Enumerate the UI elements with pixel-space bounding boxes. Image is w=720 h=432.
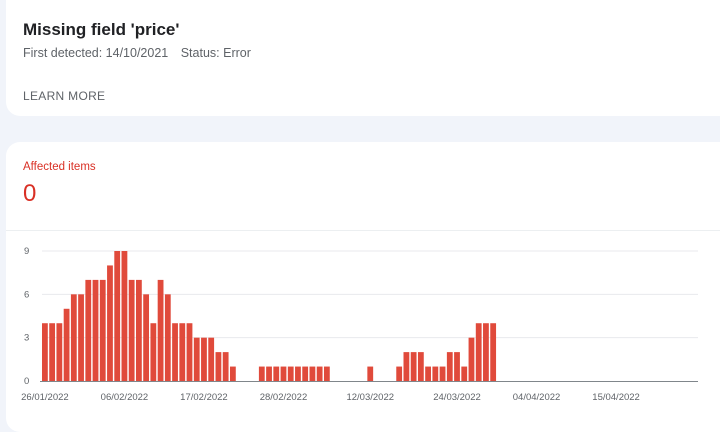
bar-18/02/2022[interactable] (208, 337, 215, 381)
issue-card: Missing field 'price' First detected: 14… (6, 0, 720, 116)
bar-22/03/2022[interactable] (439, 366, 446, 381)
bar-24/03/2022[interactable] (454, 352, 460, 381)
issue-title: Missing field 'price' (23, 20, 180, 39)
x-tick-label: 28/02/2022 (260, 392, 308, 403)
bar-06/03/2022[interactable] (323, 366, 330, 381)
bar-27/03/2022[interactable] (475, 323, 482, 381)
bar-01/02/2022[interactable] (85, 279, 92, 381)
affected-items-label: Affected items (23, 161, 96, 173)
status-text: Status: Error (180, 46, 251, 60)
bar-28/03/2022[interactable] (483, 323, 489, 381)
affected-items-count: 0 (23, 180, 37, 207)
bar-02/02/2022[interactable] (92, 279, 99, 381)
bar-29/03/2022[interactable] (490, 323, 497, 381)
bar-05/03/2022[interactable] (316, 366, 323, 381)
bar-10/02/2022[interactable] (150, 323, 157, 381)
bar-14/02/2022[interactable] (179, 323, 186, 381)
bar-16/03/2022[interactable] (396, 366, 403, 381)
bar-28/01/2022[interactable] (56, 323, 63, 381)
bar-07/02/2022[interactable] (128, 279, 135, 381)
bar-18/03/2022[interactable] (410, 352, 417, 381)
bar-17/03/2022[interactable] (403, 352, 410, 381)
first-detected-text: First detected: 14/10/2021 (23, 46, 169, 60)
x-tick-label: 15/04/2022 (592, 392, 640, 403)
bar-27/01/2022[interactable] (49, 323, 56, 381)
bar-30/01/2022[interactable] (70, 294, 77, 381)
bar-19/03/2022[interactable] (417, 352, 424, 381)
bar-20/03/2022[interactable] (425, 366, 431, 381)
bar-06/02/2022[interactable] (121, 251, 128, 381)
bar-05/02/2022[interactable] (114, 251, 121, 381)
learn-more-link[interactable]: LEARN MORE (23, 89, 106, 103)
bar-28/02/2022[interactable] (280, 366, 287, 381)
bar-26/03/2022[interactable] (468, 337, 475, 381)
bar-12/03/2022[interactable] (367, 366, 374, 381)
bar-29/01/2022[interactable] (63, 308, 70, 381)
issue-meta: First detected: 14/10/2021 Status: Error (23, 46, 251, 60)
bar-17/02/2022[interactable] (201, 337, 207, 381)
bar-02/03/2022[interactable] (295, 366, 301, 381)
x-tick-label: 17/02/2022 (180, 392, 228, 403)
bar-13/02/2022[interactable] (172, 323, 178, 381)
x-tick-label: 04/04/2022 (513, 392, 561, 403)
y-tick-label: 6 (24, 289, 29, 300)
bar-11/02/2022[interactable] (157, 279, 164, 381)
bar-12/02/2022[interactable] (164, 294, 171, 381)
bar-04/03/2022[interactable] (309, 366, 316, 381)
y-tick-label: 3 (24, 333, 29, 344)
x-tick-label: 24/03/2022 (433, 392, 481, 403)
bar-01/03/2022[interactable] (287, 366, 294, 381)
bar-03/03/2022[interactable] (302, 366, 309, 381)
bar-03/02/2022[interactable] (99, 279, 106, 381)
x-tick-label: 06/02/2022 (101, 392, 149, 403)
affected-items-card: Affected items 0 0 3 6 9 26/01/2022 06/02/202… (6, 142, 720, 432)
bar-08/02/2022[interactable] (135, 279, 142, 381)
y-tick-label: 9 (24, 246, 29, 257)
bar-23/03/2022[interactable] (446, 352, 453, 381)
x-tick-label: 26/01/2022 (21, 392, 69, 403)
bar-21/02/2022[interactable] (229, 366, 236, 381)
bar-04/02/2022[interactable] (107, 265, 113, 381)
bar-15/02/2022[interactable] (186, 323, 193, 381)
bar-16/02/2022[interactable] (193, 337, 200, 381)
bar-26/01/2022[interactable] (42, 323, 48, 381)
bar-20/02/2022[interactable] (222, 352, 229, 381)
x-tick-label: 12/03/2022 (346, 392, 394, 403)
bar-31/01/2022[interactable] (78, 294, 84, 381)
card-divider (6, 230, 720, 231)
bar-26/02/2022[interactable] (266, 366, 272, 381)
bar-19/02/2022[interactable] (215, 352, 222, 381)
bar-25/02/2022[interactable] (258, 366, 265, 381)
bar-27/02/2022[interactable] (273, 366, 280, 381)
bar-21/03/2022[interactable] (432, 366, 439, 381)
affected-items-bar-chart: 0 3 6 9 26/01/2022 06/02/2022 17/02/2022 28/02/… (21, 246, 698, 403)
bar-09/02/2022[interactable] (143, 294, 150, 381)
y-tick-label: 0 (24, 376, 29, 387)
bar-25/03/2022[interactable] (461, 366, 468, 381)
